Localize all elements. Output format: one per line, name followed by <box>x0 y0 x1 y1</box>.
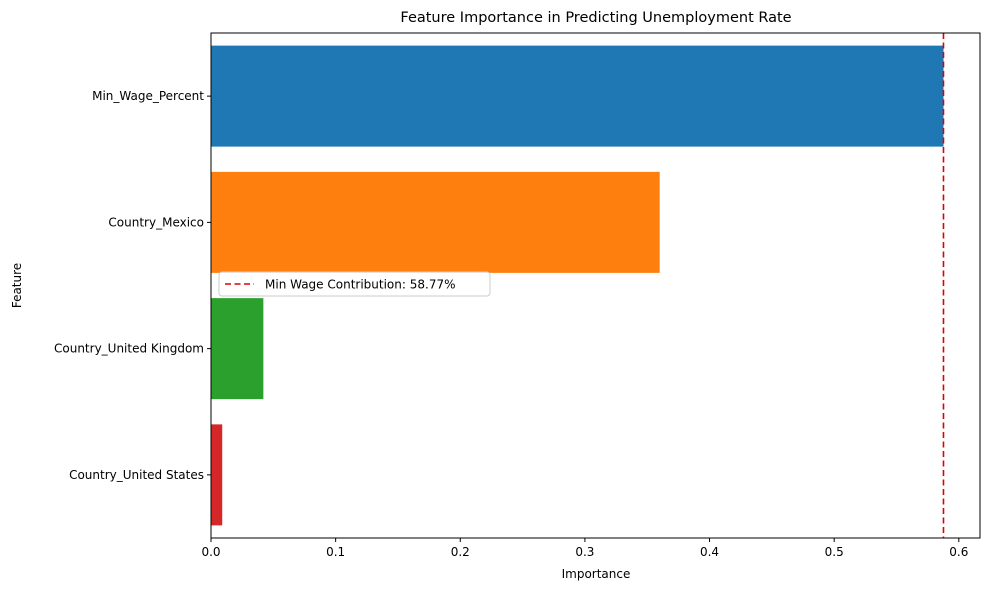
y-tick-label: Country_Mexico <box>108 215 204 229</box>
legend-box <box>218 271 491 297</box>
x-tick-label: 0.6 <box>949 545 968 559</box>
legend: Min Wage Contribution: 58.77% <box>218 271 491 297</box>
chart-title: Feature Importance in Predicting Unemplo… <box>400 10 791 26</box>
x-tick-label: 0.1 <box>326 545 345 559</box>
legend-label: Min Wage Contribution: 58.77% <box>265 278 456 292</box>
y-ticks: Min_Wage_Percent Country_Mexico Country_Un… <box>54 89 211 482</box>
bar <box>211 45 944 147</box>
x-ticks: 0.0 0.1 0.2 0.3 0.4 0.5 0.6 <box>201 538 968 559</box>
x-axis-label: Importance <box>562 567 631 581</box>
y-tick-label: Min_Wage_Percent <box>92 89 204 103</box>
bar <box>211 171 660 273</box>
y-tick-label: Country_United Kingdom <box>54 342 204 356</box>
x-tick-label: 0.5 <box>825 545 844 559</box>
bar <box>211 424 223 526</box>
x-tick-label: 0.0 <box>201 545 220 559</box>
plot-frame <box>210 32 981 539</box>
x-tick-label: 0.4 <box>700 545 719 559</box>
y-tick-label: Country_United States <box>69 468 204 482</box>
y-axis-label: Feature <box>10 263 24 308</box>
bars-group <box>211 45 944 526</box>
x-tick-label: 0.3 <box>575 545 594 559</box>
bar <box>211 298 264 400</box>
x-tick-label: 0.2 <box>451 545 470 559</box>
